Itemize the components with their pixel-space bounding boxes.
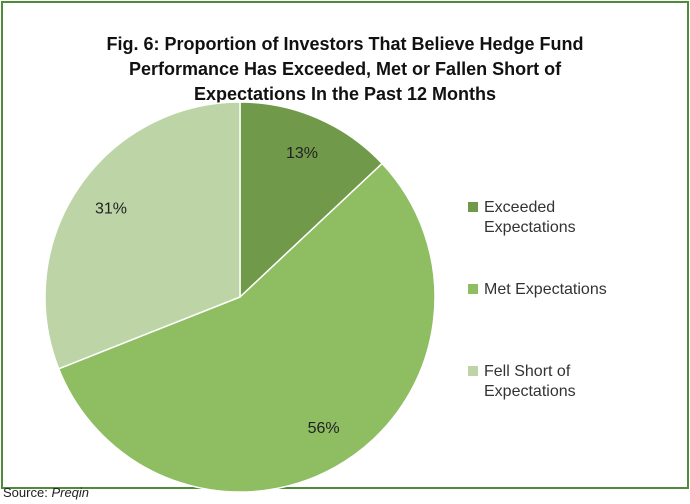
legend-swatch — [468, 202, 478, 212]
data-label: 56% — [308, 420, 340, 437]
legend-entry: Exceeded Expectations — [468, 198, 643, 238]
legend-swatch — [468, 366, 478, 376]
data-label: 31% — [95, 201, 127, 218]
legend-label: Fell Short of Expectations — [484, 363, 576, 400]
data-label: 13% — [286, 145, 318, 162]
chart-title: Performance Has Exceeded, Met or Fallen … — [129, 59, 562, 79]
legend-entry: Met Expectations — [468, 280, 643, 300]
source: Source: Preqin — [3, 485, 89, 500]
chart-title: Fig. 6: Proportion of Investors That Bel… — [106, 34, 583, 54]
legend-label: Exceeded Expectations — [484, 199, 576, 236]
source-label: Source: — [3, 485, 48, 500]
chart-title: Expectations In the Past 12 Months — [194, 84, 496, 104]
pie-slice — [44, 101, 241, 370]
source-name: Preqin — [51, 485, 90, 500]
frame — [1, 1, 689, 489]
pie-slice — [239, 101, 384, 299]
pie-slice — [57, 162, 436, 493]
legend-swatch — [468, 284, 478, 294]
legend-label: Met Expectations — [484, 281, 607, 298]
legend-entry: Fell Short of Expectations — [468, 362, 643, 402]
